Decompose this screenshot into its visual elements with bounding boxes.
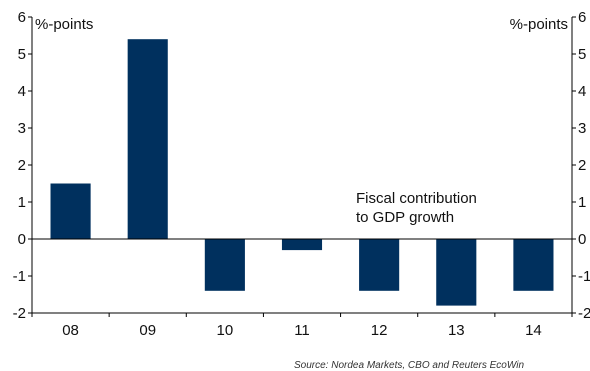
y-axis-unit-left: %-points xyxy=(35,16,94,33)
y-tick-label-right: 6 xyxy=(578,9,586,26)
y-tick-label-left: 4 xyxy=(18,83,26,100)
bars-group xyxy=(50,39,554,306)
y-tick-label-left: 6 xyxy=(18,9,26,26)
bar-13 xyxy=(436,239,477,306)
x-tick-label-14: 14 xyxy=(525,322,542,339)
bar-08 xyxy=(50,183,91,239)
y-tick-label-right: 5 xyxy=(578,46,586,63)
bar-11 xyxy=(281,239,323,251)
chart-source-note: Source: Nordea Markets, CBO and Reuters … xyxy=(294,360,525,371)
y-tick-label-right: 4 xyxy=(578,83,586,100)
y-axis-unit-right: %-points xyxy=(509,16,568,33)
y-tick-label-right: 2 xyxy=(578,157,586,174)
bar-10 xyxy=(204,239,245,291)
x-tick-label-13: 13 xyxy=(448,322,465,339)
y-tick-label-right: 0 xyxy=(578,231,586,248)
chart-annotation: Fiscal contribution to GDP growth xyxy=(356,189,477,227)
y-tick-label-right: 3 xyxy=(578,120,586,137)
axes-group xyxy=(28,16,576,317)
y-tick-label-right: -2 xyxy=(578,305,590,322)
x-tick-label-11: 11 xyxy=(294,322,310,339)
y-tick-label-right: 1 xyxy=(578,194,586,211)
y-tick-label-left: 3 xyxy=(18,120,26,137)
labels-group: -2 -2-1 -10 01 12 23 34 45 56 608 09 10 11 12 13 14 xyxy=(13,9,590,339)
x-tick-label-12: 12 xyxy=(371,322,388,339)
y-tick-label-left: 2 xyxy=(18,157,26,174)
y-tick-label-left: -2 xyxy=(13,305,26,322)
annotation-line-2: to GDP growth xyxy=(356,209,455,226)
y-tick-label-left: 0 xyxy=(18,231,26,248)
bar-14 xyxy=(513,239,554,291)
y-tick-label-left: 1 xyxy=(18,194,26,211)
y-tick-label-right: -1 xyxy=(578,268,590,285)
x-tick-label-10: 10 xyxy=(217,322,234,339)
annotation-line-1: Fiscal contribution xyxy=(356,190,477,207)
x-tick-label-09: 09 xyxy=(139,322,156,339)
x-tick-label-08: 08 xyxy=(62,322,79,339)
bar-09 xyxy=(127,39,168,240)
y-tick-label-left: 5 xyxy=(18,46,26,63)
y-tick-label-left: -1 xyxy=(13,268,26,285)
bar-12 xyxy=(359,239,400,291)
